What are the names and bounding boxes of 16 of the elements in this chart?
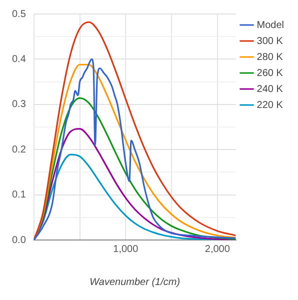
legend-label: 300 K bbox=[256, 36, 284, 47]
legend-label: 260 K bbox=[256, 68, 284, 79]
y-tick-label: 0.3 bbox=[12, 99, 26, 110]
legend-label: 240 K bbox=[256, 84, 284, 95]
x-axis-title: Wavenumber (1/cm) bbox=[90, 276, 180, 288]
legend-label: Model bbox=[256, 20, 284, 31]
x-tick-label: 2,000 bbox=[204, 244, 230, 255]
y-tick-label: 0.1 bbox=[12, 190, 26, 201]
y-tick-label: 0.4 bbox=[12, 54, 26, 65]
line-series bbox=[34, 21, 236, 240]
y-tick-label: 0.0 bbox=[12, 234, 26, 246]
y-tick-label: 0.5 bbox=[12, 8, 26, 20]
y-tick-label: 0.2 bbox=[12, 144, 26, 156]
legend-label: 220 K bbox=[256, 100, 284, 111]
legend-label: 280 K bbox=[256, 52, 284, 63]
x-tick-label: 1,000 bbox=[113, 244, 139, 255]
